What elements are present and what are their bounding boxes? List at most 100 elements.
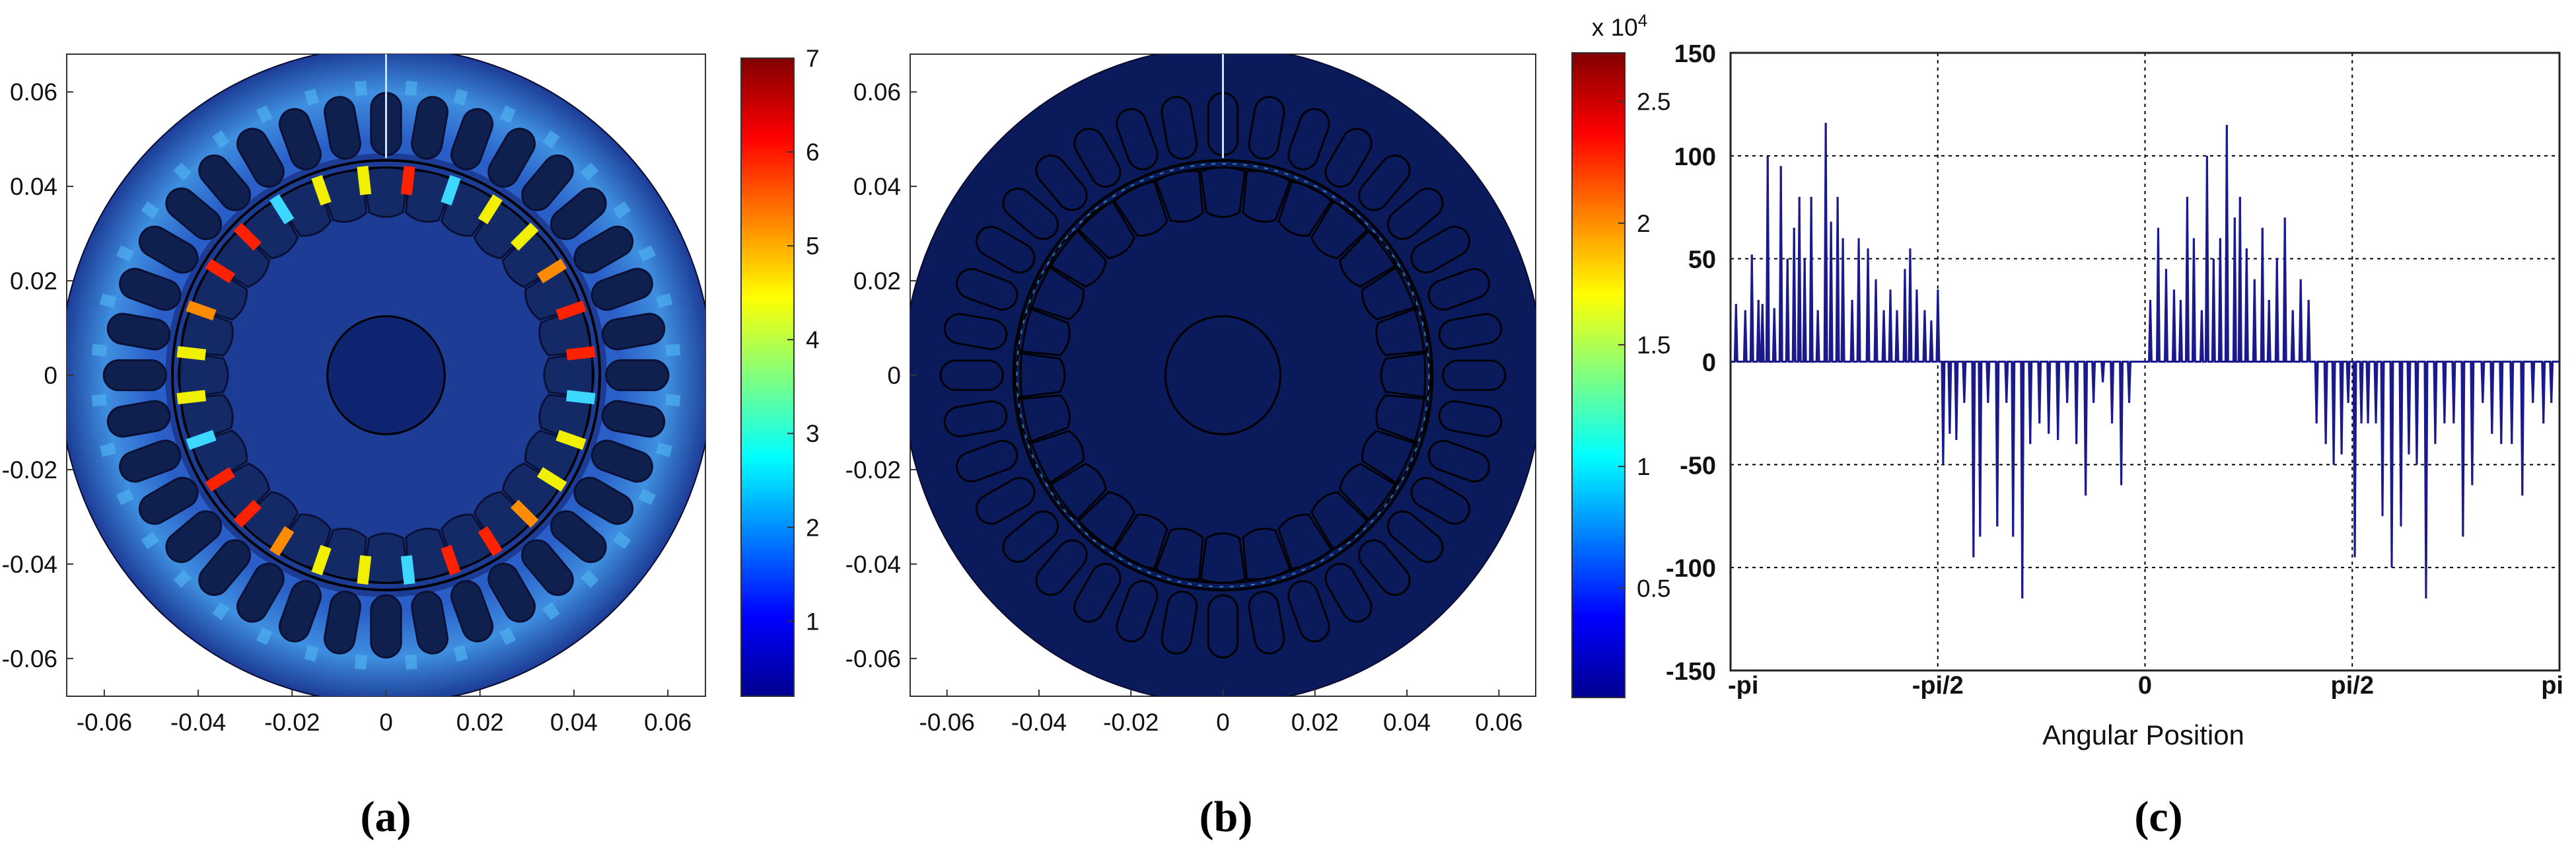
stator-glow [99, 293, 116, 308]
stator-slot [1442, 359, 1507, 391]
y-tick-label: 0.02 [853, 268, 901, 295]
rotor-bar [1310, 491, 1369, 550]
stator-glow [212, 602, 230, 620]
y-tick-label: -50 [1680, 452, 1716, 480]
stator-slot [411, 96, 448, 160]
rotor-bar [1310, 201, 1369, 260]
stator-slot [1387, 510, 1444, 563]
y-tick-label: 50 [1688, 246, 1716, 274]
x-tick-label: 0 [379, 709, 393, 736]
rotor-bar [1339, 462, 1398, 521]
flux-hotspot [176, 345, 207, 361]
stator-glow [638, 488, 656, 505]
stator-glow [304, 89, 319, 106]
stator-slot [1324, 563, 1373, 623]
x-tick-label: pi [2541, 672, 2563, 700]
stator-slot [605, 359, 670, 392]
x-tick-label: -0.06 [77, 709, 132, 736]
rotor-bar [1028, 429, 1085, 485]
panel-c-axes-box [1729, 52, 2561, 672]
stator-glow [581, 569, 599, 588]
rotor-bar [1077, 201, 1135, 260]
stator-glow [116, 245, 134, 262]
y-tick-label: -0.02 [845, 456, 901, 484]
flux-hotspot [205, 467, 236, 492]
airgap-outer-circle [170, 159, 602, 592]
stator-glow [453, 645, 468, 662]
stator-slot [198, 539, 251, 597]
stator-slot [1438, 313, 1503, 350]
stator-glow [665, 344, 681, 357]
panel-c-xlabel: Angular Position [2042, 719, 2244, 750]
y-tick-label: 0 [1702, 349, 1716, 377]
stator-slot [1438, 400, 1503, 437]
stator-slot [138, 225, 199, 274]
x-tick-label: 0 [2138, 672, 2152, 700]
flux-hotspot [478, 526, 503, 556]
colorbar-tick-label: 3 [806, 420, 820, 447]
stator-slot [956, 439, 1019, 483]
stator-slot [106, 312, 171, 351]
y-tick-label: 0 [44, 362, 57, 389]
rotor-shaft [326, 315, 446, 435]
stator-slot [370, 594, 402, 659]
stator-slot [1387, 188, 1444, 240]
rotor-bar [1048, 462, 1107, 521]
stator-glow [173, 163, 192, 181]
stator-slot [106, 400, 171, 438]
stator-slot [1161, 96, 1198, 160]
rotor-shaft [1164, 315, 1282, 435]
y-tick-label: 0.04 [853, 173, 901, 200]
flux-hotspot [186, 429, 217, 451]
y-tick-label: 150 [1674, 40, 1716, 68]
stator-slot [1248, 591, 1285, 655]
stator-slot [1358, 539, 1411, 596]
panel-b-heatmap: -0.06 -0.04 -0.02 0 0.02 0.04 0.06 0.06 0.04 0.0… [845, 11, 1671, 841]
flux-hotspot [311, 544, 332, 576]
stator-slot [550, 187, 607, 240]
rotor-bar [1339, 229, 1398, 288]
colorbar-tick-label: 2 [806, 514, 820, 541]
stator-slot [324, 591, 361, 655]
y-tick-label: 100 [1674, 143, 1716, 171]
flux-hotspot [565, 390, 596, 405]
stator-slot [943, 313, 1008, 350]
stator-slot [601, 400, 666, 438]
y-tick-label: 0 [887, 362, 901, 389]
stator-slot [521, 154, 574, 211]
colorbar-tick-label: 1 [806, 608, 820, 635]
stator-glow [542, 130, 560, 149]
stator-slot [1358, 155, 1411, 211]
x-tick-label: 0.02 [1291, 709, 1339, 736]
flux-hotspot [205, 258, 236, 283]
rotor-bar [1375, 394, 1428, 444]
stator-slot [236, 562, 285, 623]
stator-slot [198, 154, 251, 211]
stator-slot [278, 580, 322, 643]
stator-slot [165, 510, 223, 563]
rotor-bar [1018, 394, 1071, 444]
stator-glow [405, 81, 417, 96]
stator-slot [1161, 591, 1198, 655]
x-tick-label: -0.02 [264, 709, 320, 736]
stator-slot [976, 225, 1036, 273]
panel-c-label: (c) [2134, 793, 2182, 841]
stator-slot [138, 476, 199, 525]
x-tick-label: 0.02 [456, 709, 504, 736]
panel-a-label: (a) [361, 793, 411, 841]
stator-slot [956, 268, 1019, 311]
stator-glow [499, 627, 517, 645]
y-tick-label: -0.06 [2, 645, 57, 672]
stator-slot [119, 439, 182, 483]
flux-hotspot [186, 300, 217, 321]
stator-slot [573, 225, 634, 274]
stator-glow [141, 531, 160, 550]
stator-slot [601, 312, 666, 351]
stator-slot [324, 96, 361, 160]
x-tick-label: -pi [1728, 672, 1758, 700]
flux-hotspot [357, 166, 372, 196]
flux-hotspot [233, 223, 262, 251]
x-tick-label: 0 [1216, 709, 1230, 736]
stator-slot [1002, 188, 1059, 240]
stator-slot [1002, 510, 1059, 563]
